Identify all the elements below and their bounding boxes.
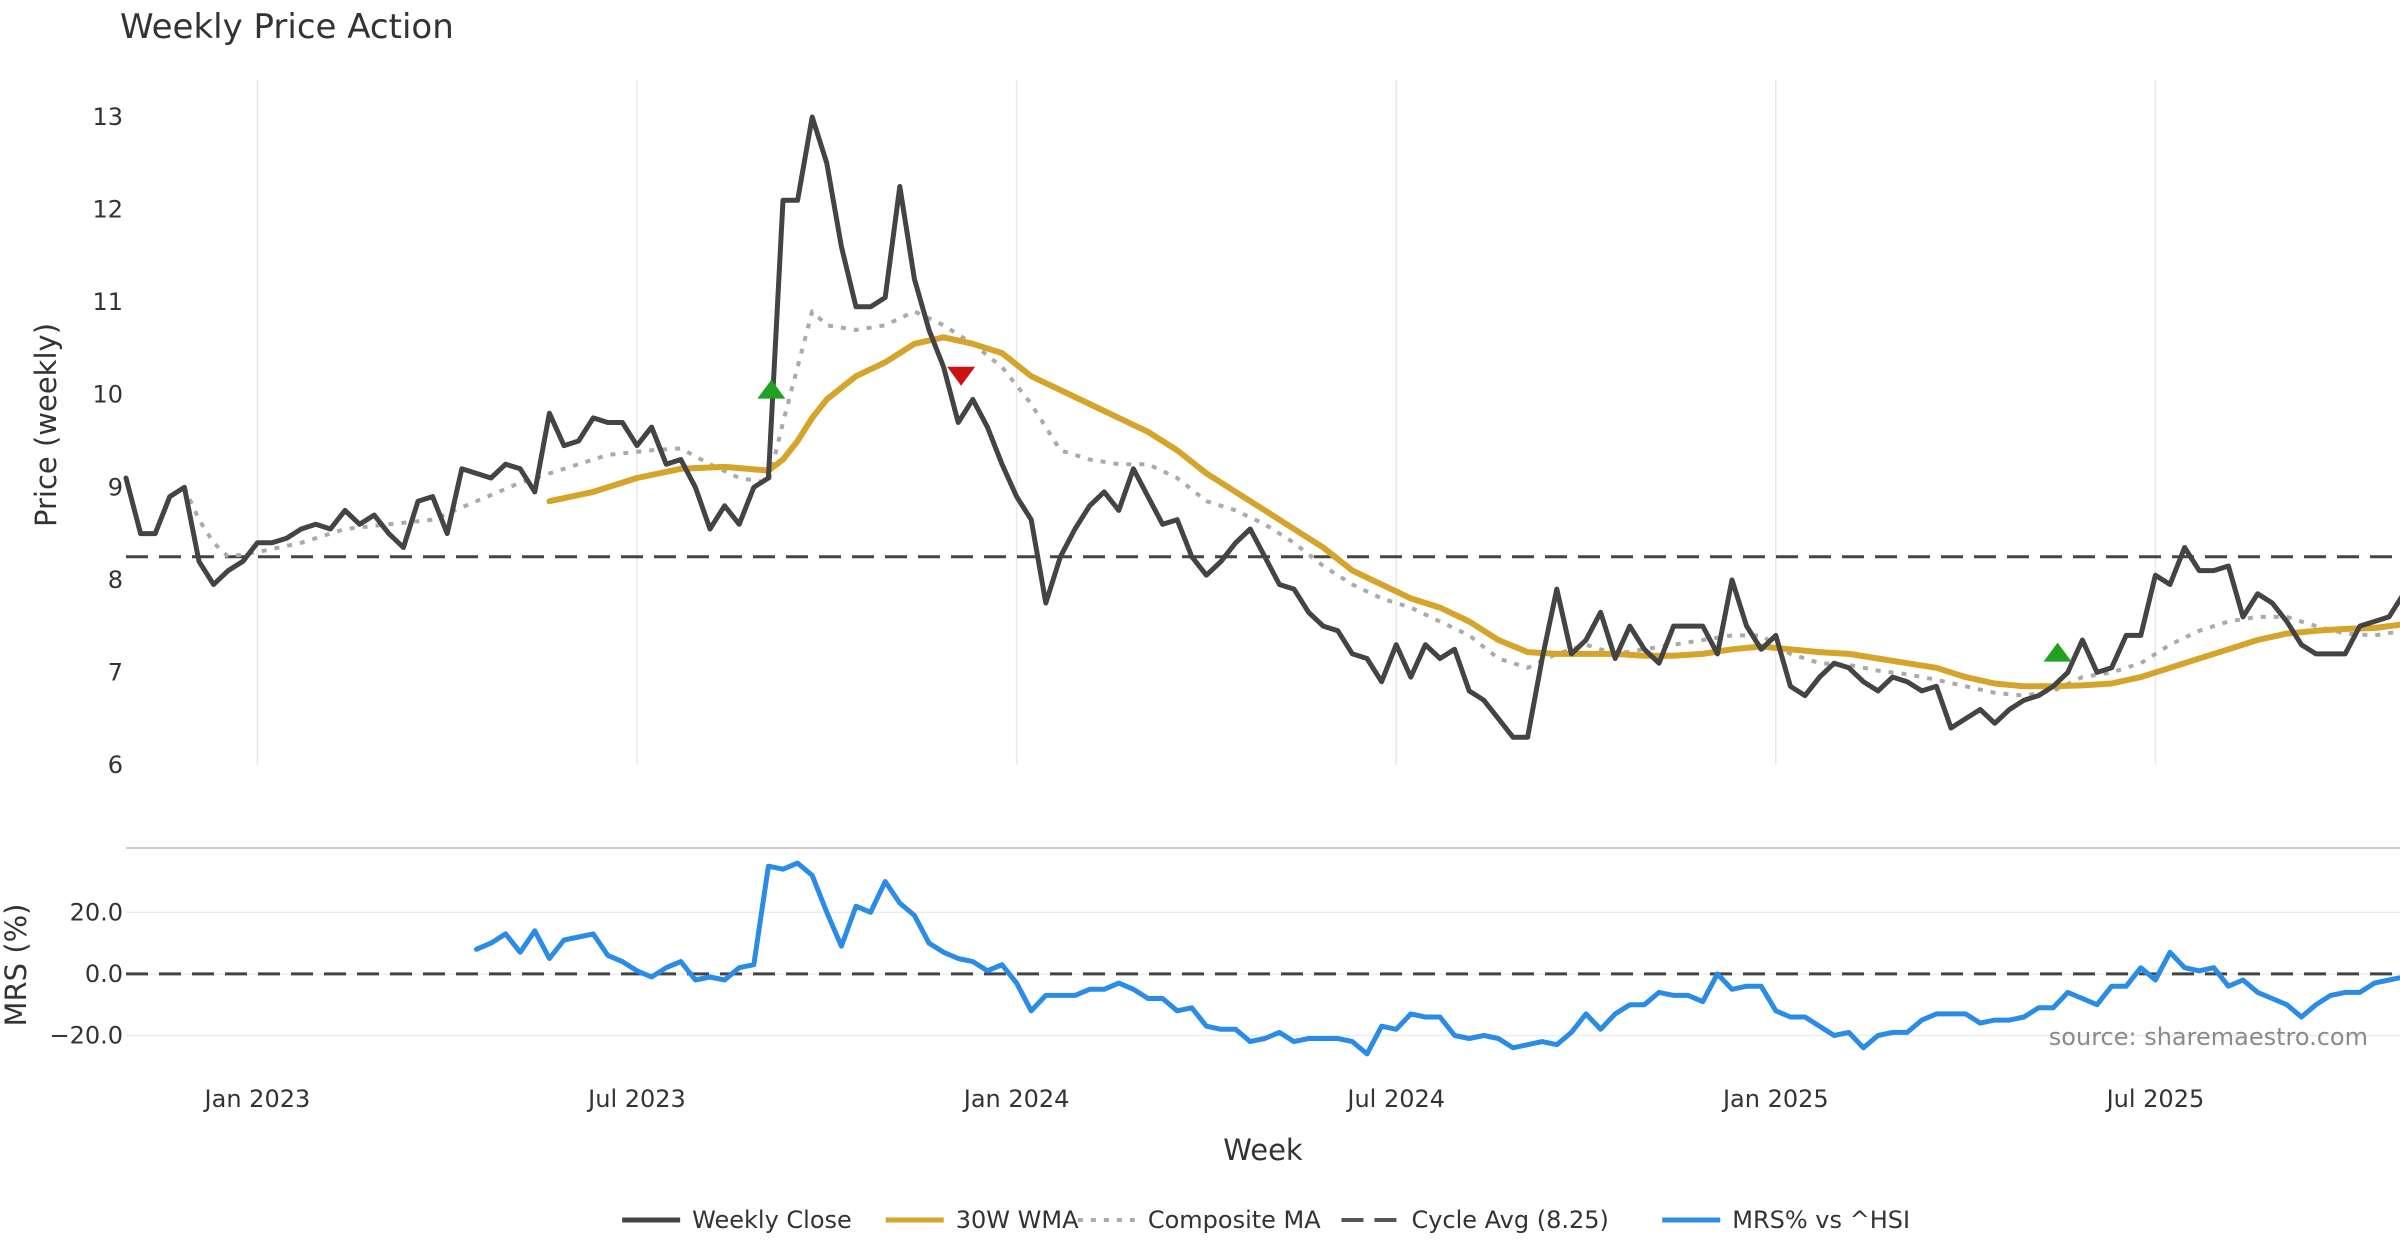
legend-label: MRS% vs ^HSI [1732, 1206, 1910, 1234]
x-tick-label: Jul 2024 [1345, 1085, 1445, 1113]
mrs-y-tick-label: 20.0 [70, 898, 123, 926]
series-weekly-close [123, 114, 2400, 740]
sell-signal-marker [947, 366, 976, 386]
x-ticks: Jan 2023 Jul 2023 Jan 2024 Jul 2024 Jan 2025… [203, 1085, 2205, 1113]
source-note: source: sharemaestro.com [2049, 1023, 2368, 1051]
chart-legend: Weekly Close 30W WMA Composite MA Cycle Avg… [622, 1206, 1910, 1234]
price-y-axis-label: Price (weekly) [29, 323, 63, 527]
mrs-y-tick-label: −20.0 [49, 1021, 123, 1049]
buy-signal-marker [757, 379, 786, 399]
chart-title: Weekly Price Action [120, 7, 454, 47]
price-y-tick-label: 13 [92, 103, 123, 131]
mrs-y-axis-label: MRS (%) [0, 904, 33, 1027]
price-series-group [123, 114, 2400, 740]
price-y-ticks: 6 7 8 9 10 11 12 13 [92, 103, 123, 779]
x-tick-label: Jan 2024 [962, 1085, 1070, 1113]
price-y-tick-label: 11 [92, 288, 123, 316]
series-30w-wma [546, 334, 2400, 690]
price-y-tick-label: 12 [92, 196, 123, 224]
x-axis-label: Week [1223, 1133, 1303, 1167]
price-y-tick-label: 6 [108, 751, 123, 779]
x-tick-label: Jul 2023 [586, 1085, 686, 1113]
legend-label: 30W WMA [956, 1206, 1079, 1234]
series-composite-ma [182, 309, 2400, 698]
price-y-tick-label: 10 [92, 381, 123, 409]
price-panel-gridlines [256, 80, 2157, 765]
buy-signal-marker [2043, 642, 2072, 662]
price-y-tick-label: 8 [108, 566, 123, 594]
mrs-series-group [473, 860, 2400, 1057]
mrs-y-ticks: 20.0 0.0 −20.0 [49, 898, 123, 1049]
price-y-tick-label: 9 [108, 473, 123, 501]
legend-label: Cycle Avg (8.25) [1411, 1206, 1608, 1234]
series-mrs-vs-hsi [473, 860, 2400, 1057]
x-tick-label: Jan 2023 [203, 1085, 311, 1113]
signal-markers [757, 366, 2072, 662]
legend-label: Composite MA [1148, 1206, 1321, 1234]
mrs-y-tick-label: 0.0 [85, 960, 123, 988]
price-y-tick-label: 7 [108, 658, 123, 686]
x-tick-label: Jul 2025 [2105, 1085, 2205, 1113]
legend-label: Weekly Close [692, 1206, 852, 1234]
x-tick-label: Jan 2025 [1721, 1085, 1829, 1113]
